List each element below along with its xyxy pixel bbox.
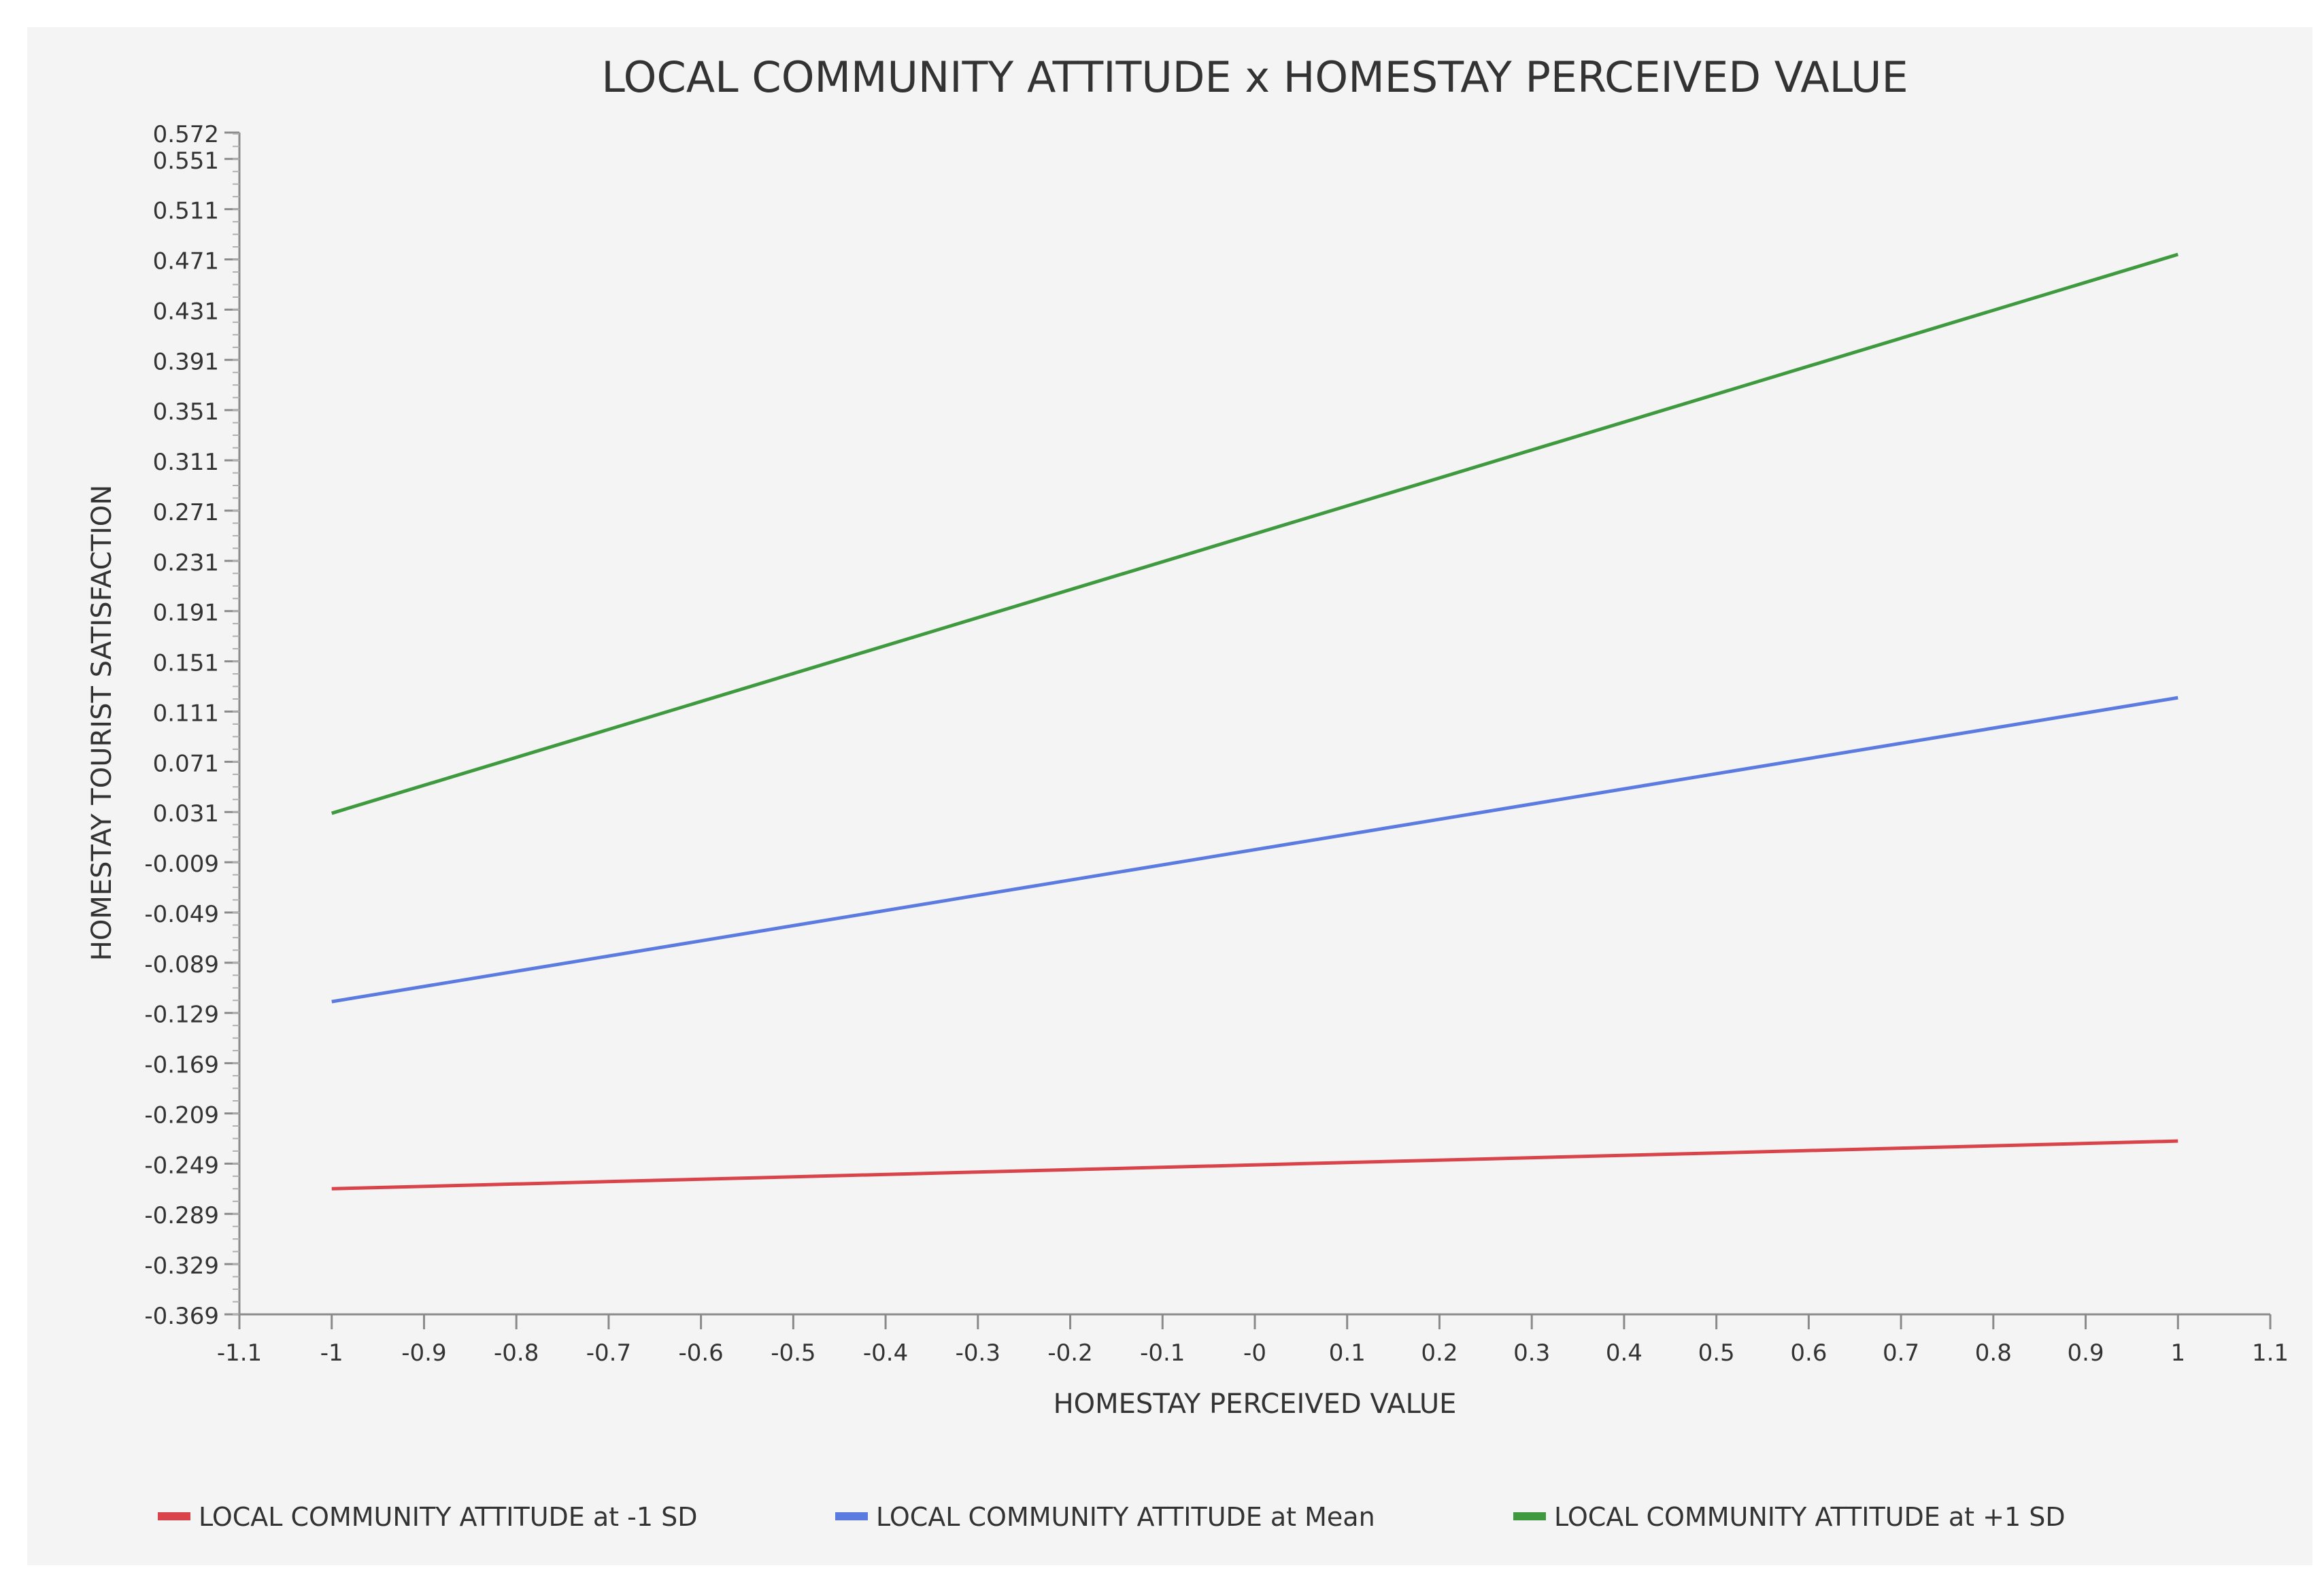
x-ticks-group: -1.1 -1 -0.9 -0.8 -0.7 -0.6 -0.5 -0.4 -0.3 -0.2 -0… <box>217 1314 2289 1367</box>
y-tick-label: 0.471 <box>153 248 219 275</box>
y-axis-label: HOMESTAY TOURIST SATISFACTION <box>86 485 118 961</box>
x-tick-label: 1.1 <box>2252 1339 2289 1367</box>
x-tick-label: 0.1 <box>1329 1339 1366 1367</box>
x-tick-label: -1 <box>320 1339 343 1367</box>
y-tick-label: -0.329 <box>144 1252 219 1280</box>
y-tick-label: 0.431 <box>153 298 219 325</box>
x-tick-label: -0.4 <box>863 1339 908 1367</box>
y-tick-label: 0.311 <box>153 449 219 476</box>
chart-title: LOCAL COMMUNITY ATTITUDE x HOMESTAY PERC… <box>601 52 1908 102</box>
x-tick-label: 0.7 <box>1883 1339 1919 1367</box>
y-tick-label: 0.231 <box>153 549 219 577</box>
series-group <box>331 252 2178 1191</box>
y-tick-label: 0.031 <box>153 800 219 827</box>
x-tick-label: -0.5 <box>771 1339 815 1367</box>
y-tick-label: 0.271 <box>153 499 219 526</box>
x-tick-label: -0.1 <box>1140 1339 1185 1367</box>
x-tick-label: 1 <box>2170 1339 2185 1367</box>
x-tick-label: 0.6 <box>1790 1339 1827 1367</box>
y-tick-label: -0.049 <box>144 901 219 928</box>
y-tick-label: 0.551 <box>153 148 219 175</box>
x-tick-label: -0 <box>1243 1339 1266 1367</box>
x-tick-label: 0.4 <box>1606 1339 1643 1367</box>
y-tick-label: -0.169 <box>144 1052 219 1079</box>
y-tick-label: -0.289 <box>144 1202 219 1229</box>
x-tick-label: -0.9 <box>401 1339 446 1367</box>
x-tick-label: -0.7 <box>586 1339 631 1367</box>
legend-label-2: LOCAL COMMUNITY ATTITUDE at +1 SD <box>1554 1502 2066 1532</box>
series-line-1 <box>331 696 2178 1004</box>
y-tick-label: -0.369 <box>144 1303 219 1330</box>
legend-swatch-1 <box>835 1512 868 1520</box>
x-tick-label: 0.9 <box>2068 1339 2104 1367</box>
y-tick-label: 0.071 <box>153 750 219 777</box>
legend-swatch-0 <box>158 1512 190 1520</box>
y-tick-label: 0.191 <box>153 600 219 627</box>
y-tick-label: 0.391 <box>153 348 219 375</box>
x-tick-label: -1.1 <box>217 1339 262 1367</box>
x-tick-label: 0.8 <box>1975 1339 2012 1367</box>
legend-label-0: LOCAL COMMUNITY ATTITUDE at -1 SD <box>199 1502 697 1532</box>
y-tick-label: 0.572 <box>153 121 219 148</box>
series-line-0 <box>331 1139 2178 1191</box>
x-tick-label: -0.8 <box>494 1339 539 1367</box>
y-tick-label: 0.351 <box>153 398 219 426</box>
y-tick-label: 0.111 <box>153 700 219 727</box>
x-tick-label: -0.2 <box>1047 1339 1092 1367</box>
y-tick-label: 0.151 <box>153 650 219 677</box>
y-tick-label: -0.089 <box>144 951 219 978</box>
y-tick-label: -0.249 <box>144 1152 219 1179</box>
legend-swatch-2 <box>1513 1512 1546 1520</box>
x-tick-label: -0.3 <box>956 1339 1000 1367</box>
series-line-2 <box>331 252 2178 815</box>
x-tick-label: 0.2 <box>1421 1339 1458 1367</box>
x-tick-label: 0.3 <box>1513 1339 1550 1367</box>
chart-background <box>27 27 2312 1565</box>
legend: LOCAL COMMUNITY ATTITUDE at -1 SD LOCAL C… <box>158 1502 2066 1532</box>
y-tick-label: 0.511 <box>153 198 219 225</box>
legend-label-1: LOCAL COMMUNITY ATTITUDE at Mean <box>876 1502 1375 1532</box>
x-tick-label: -0.6 <box>678 1339 723 1367</box>
y-tick-label: -0.009 <box>144 851 219 878</box>
x-tick-label: 0.5 <box>1698 1339 1735 1367</box>
y-tick-label: -0.129 <box>144 1002 219 1029</box>
y-tick-label: -0.209 <box>144 1102 219 1129</box>
x-axis-label: HOMESTAY PERCEIVED VALUE <box>1054 1388 1457 1420</box>
